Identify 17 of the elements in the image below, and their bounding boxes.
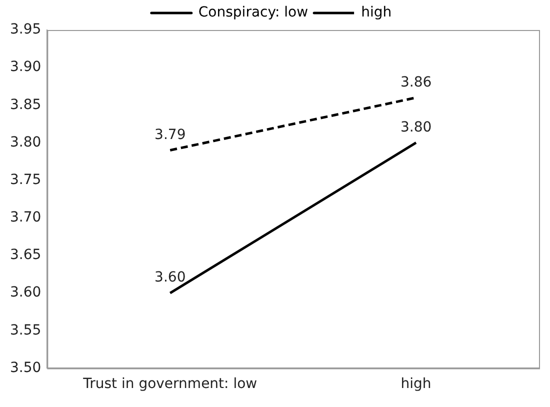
y-tick-label: 3.65 — [10, 247, 42, 264]
data-label: 3.60 — [154, 270, 186, 286]
y-tick-label: 3.60 — [10, 284, 42, 301]
y-tick-label: 3.70 — [10, 210, 42, 226]
y-tick-label: 3.85 — [10, 96, 42, 113]
y-tick-label: 3.75 — [10, 172, 42, 188]
y-tick-label: 3.90 — [10, 59, 42, 76]
y-tick-label: 3.55 — [10, 322, 42, 338]
y-tick-label: 3.95 — [10, 22, 42, 38]
y-tick-label: 3.80 — [10, 134, 42, 150]
data-label: 3.86 — [400, 74, 432, 90]
legend-label: high — [361, 4, 392, 21]
x-tick-label: Trust in government: low — [82, 376, 258, 392]
y-tick-label: 3.50 — [10, 360, 42, 376]
data-label: 3.80 — [400, 119, 432, 136]
legend-label: Conspiracy: low — [198, 4, 308, 21]
data-label: 3.79 — [154, 126, 186, 143]
